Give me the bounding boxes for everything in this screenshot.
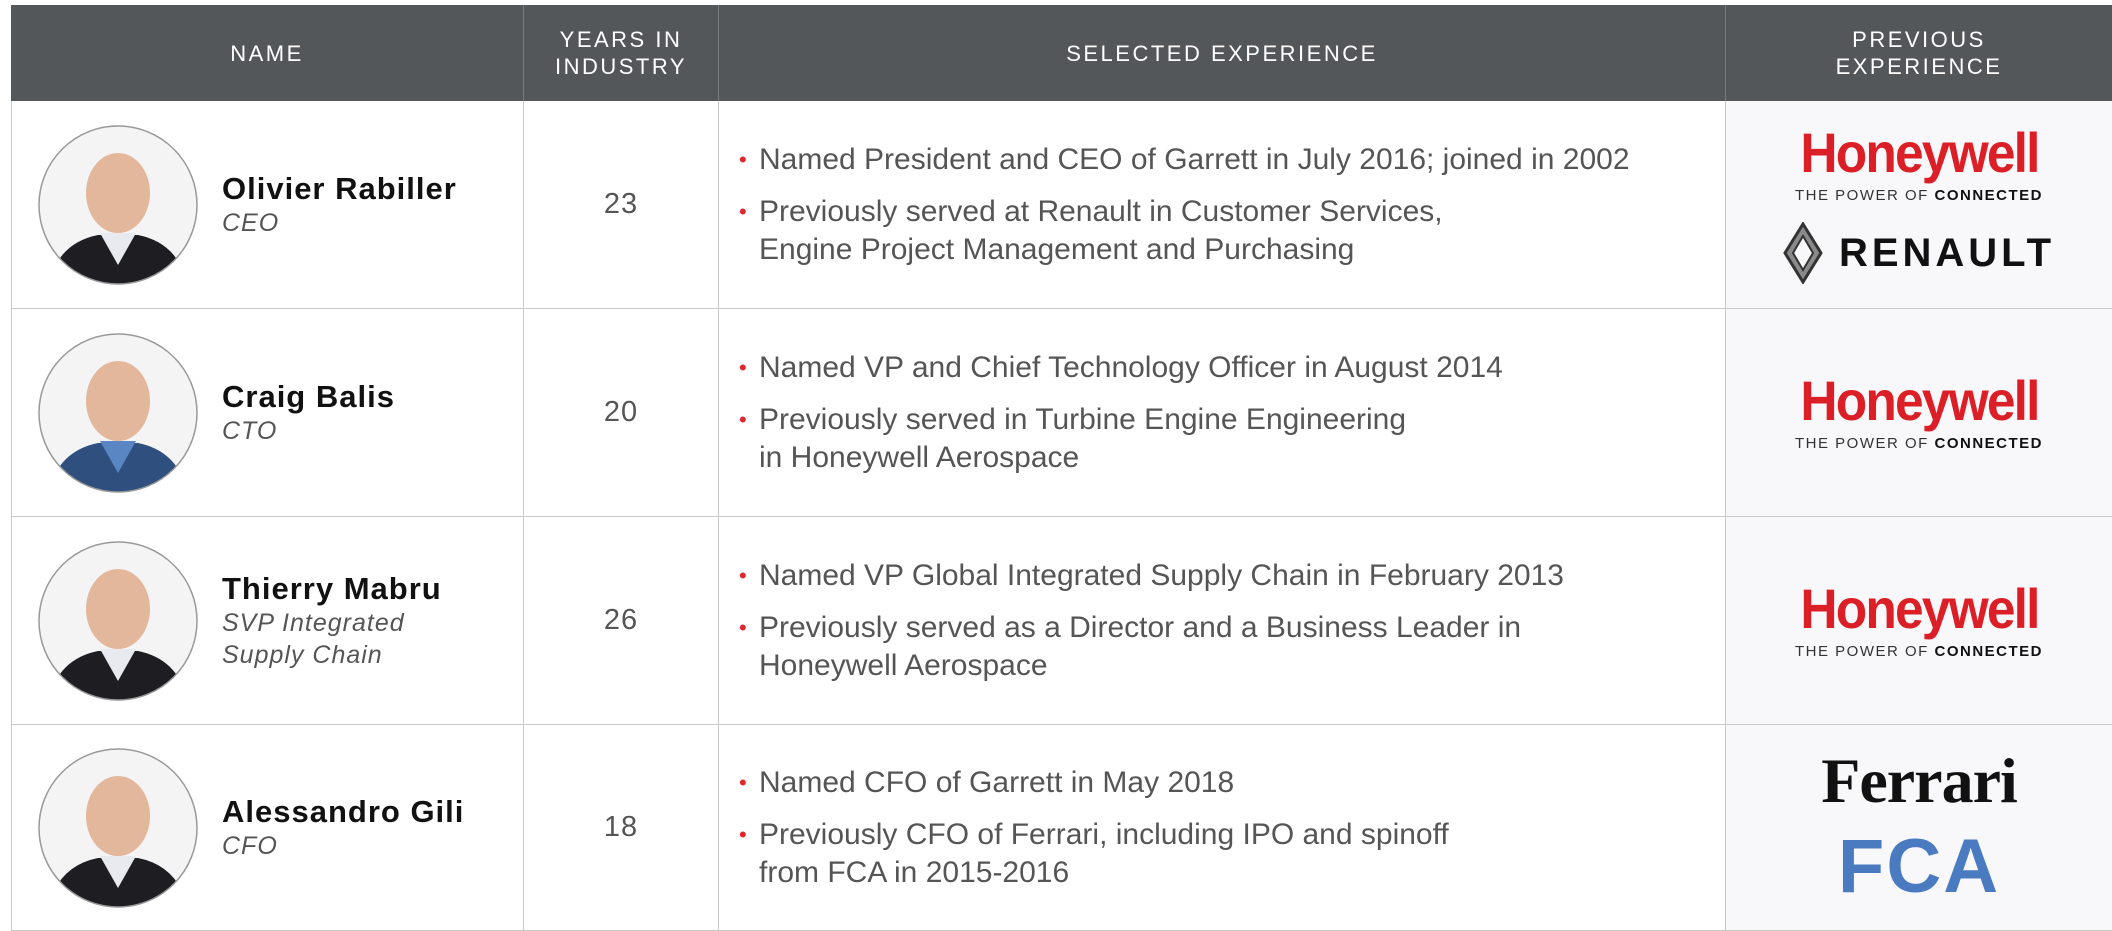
page: NAME YEARS ININDUSTRY SELECTED EXPERIENCE P… <box>0 0 2112 931</box>
years-in-industry: 20 <box>523 309 718 517</box>
header-line: INDUSTRY <box>555 53 687 80</box>
header-line: PREVIOUS <box>1852 26 1986 53</box>
person-name: Alessandro Gili <box>222 794 464 830</box>
experience-bullet: • Previously served as a Director and a B… <box>739 609 1725 685</box>
bullet-dot: • <box>739 193 747 231</box>
bullet-line: Named VP Global Integrated Supply Chain … <box>759 557 1725 595</box>
experience-bullet: • Previously served in Turbine Engine Eng… <box>739 401 1725 477</box>
bullet-line: Previously served at Renault in Customer… <box>759 193 1725 231</box>
logo-tagline: THE POWER OF CONNECTED <box>1795 435 2043 452</box>
person-title: CFO <box>222 830 464 862</box>
bullet-line: Engine Project Management and Purchasing <box>759 231 1725 269</box>
years-in-industry: 23 <box>523 101 718 309</box>
logo-brand: Honeywell <box>1800 373 2038 429</box>
bullet-line: from FCA in 2015-2016 <box>759 854 1725 892</box>
previous-experience-cell: Honeywell THE POWER OF CONNECTED RENAULT <box>1725 101 2112 309</box>
logo-tagline: THE POWER OF CONNECTED <box>1795 643 2043 660</box>
person-name: Olivier Rabiller <box>222 171 457 207</box>
experience-bullet: • Named CFO of Garrett in May 2018 <box>739 764 1725 802</box>
years-in-industry: 26 <box>523 517 718 725</box>
bullet-line: Previously CFO of Ferrari, including IPO… <box>759 816 1725 854</box>
bullet-line: Named CFO of Garrett in May 2018 <box>759 764 1725 802</box>
header-line: NAME <box>230 40 304 67</box>
photo <box>38 333 198 493</box>
experience-cell: • Named President and CEO of Garrett in J… <box>718 101 1725 309</box>
experience-bullet: • Named VP and Chief Technology Officer i… <box>739 349 1725 387</box>
bullet-dot: • <box>739 141 747 179</box>
honeywell-logo: Honeywell THE POWER OF CONNECTED <box>1790 125 2049 204</box>
tagline-text: THE POWER OF <box>1795 187 1929 204</box>
experience-cell: • Named VP Global Integrated Supply Chain… <box>718 517 1725 725</box>
person-title: Supply Chain <box>222 639 442 671</box>
tagline-bold: CONNECTED <box>1935 435 2044 452</box>
experience-bullet: • Previously CFO of Ferrari, including IP… <box>739 816 1725 892</box>
photo <box>38 748 198 908</box>
logo-tagline: THE POWER OF CONNECTED <box>1795 187 2043 204</box>
column-header: SELECTED EXPERIENCE <box>718 5 1725 101</box>
logo-brand: FCA <box>1838 829 2000 905</box>
person-name: Craig Balis <box>222 379 395 415</box>
bullet-line: Previously served in Turbine Engine Engi… <box>759 401 1725 439</box>
column-header: NAME <box>11 5 523 101</box>
tagline-bold: CONNECTED <box>1935 643 2044 660</box>
honeywell-logo: Honeywell THE POWER OF CONNECTED <box>1790 581 2049 660</box>
experience-bullet: • Named President and CEO of Garrett in J… <box>739 141 1725 179</box>
bullet-dot: • <box>739 609 747 647</box>
logo-brand: Honeywell <box>1800 581 2038 637</box>
tagline-text: THE POWER OF <box>1795 643 1929 660</box>
photo <box>38 125 198 285</box>
person-title: CEO <box>222 207 457 239</box>
header-line: YEARS IN <box>560 26 683 53</box>
bullet-line: Previously served as a Director and a Bu… <box>759 609 1725 647</box>
tagline-text: THE POWER OF <box>1795 435 1929 452</box>
bullet-dot: • <box>739 349 747 387</box>
bullet-dot: • <box>739 557 747 595</box>
photo <box>38 541 198 701</box>
experience-cell: • Named CFO of Garrett in May 2018 • Previo… <box>718 725 1725 931</box>
bullet-line: Named President and CEO of Garrett in Ju… <box>759 141 1725 179</box>
header-line: SELECTED EXPERIENCE <box>1066 40 1378 67</box>
header-line: EXPERIENCE <box>1836 53 2003 80</box>
experience-bullet: • Previously served at Renault in Custome… <box>739 193 1725 269</box>
bullet-line: in Honeywell Aerospace <box>759 439 1725 477</box>
bullet-line: Named VP and Chief Technology Officer in… <box>759 349 1725 387</box>
bullet-line: Honeywell Aerospace <box>759 647 1725 685</box>
person-name: Thierry Mabru <box>222 571 442 607</box>
renault-logo: RENAULT <box>1783 222 2055 284</box>
years-in-industry: 18 <box>523 725 718 931</box>
tagline-bold: CONNECTED <box>1935 187 2044 204</box>
honeywell-logo: Honeywell THE POWER OF CONNECTED <box>1790 373 2049 452</box>
bullet-dot: • <box>739 401 747 439</box>
previous-experience-cell: Ferrari FCA <box>1725 725 2112 931</box>
logo-brand: Ferrari <box>1821 751 2017 811</box>
experience-cell: • Named VP and Chief Technology Officer i… <box>718 309 1725 517</box>
bullet-dot: • <box>739 816 747 854</box>
renault-diamond <box>1783 222 1823 284</box>
experience-bullet: • Named VP Global Integrated Supply Chain… <box>739 557 1725 595</box>
logo-brand: Honeywell <box>1800 125 2038 181</box>
bullet-dot: • <box>739 764 747 802</box>
previous-experience-cell: Honeywell THE POWER OF CONNECTED <box>1725 517 2112 725</box>
previous-experience-cell: Honeywell THE POWER OF CONNECTED <box>1725 309 2112 517</box>
logo-brand: RENAULT <box>1839 231 2055 276</box>
person-title: SVP Integrated <box>222 607 442 639</box>
person-title: CTO <box>222 415 395 447</box>
